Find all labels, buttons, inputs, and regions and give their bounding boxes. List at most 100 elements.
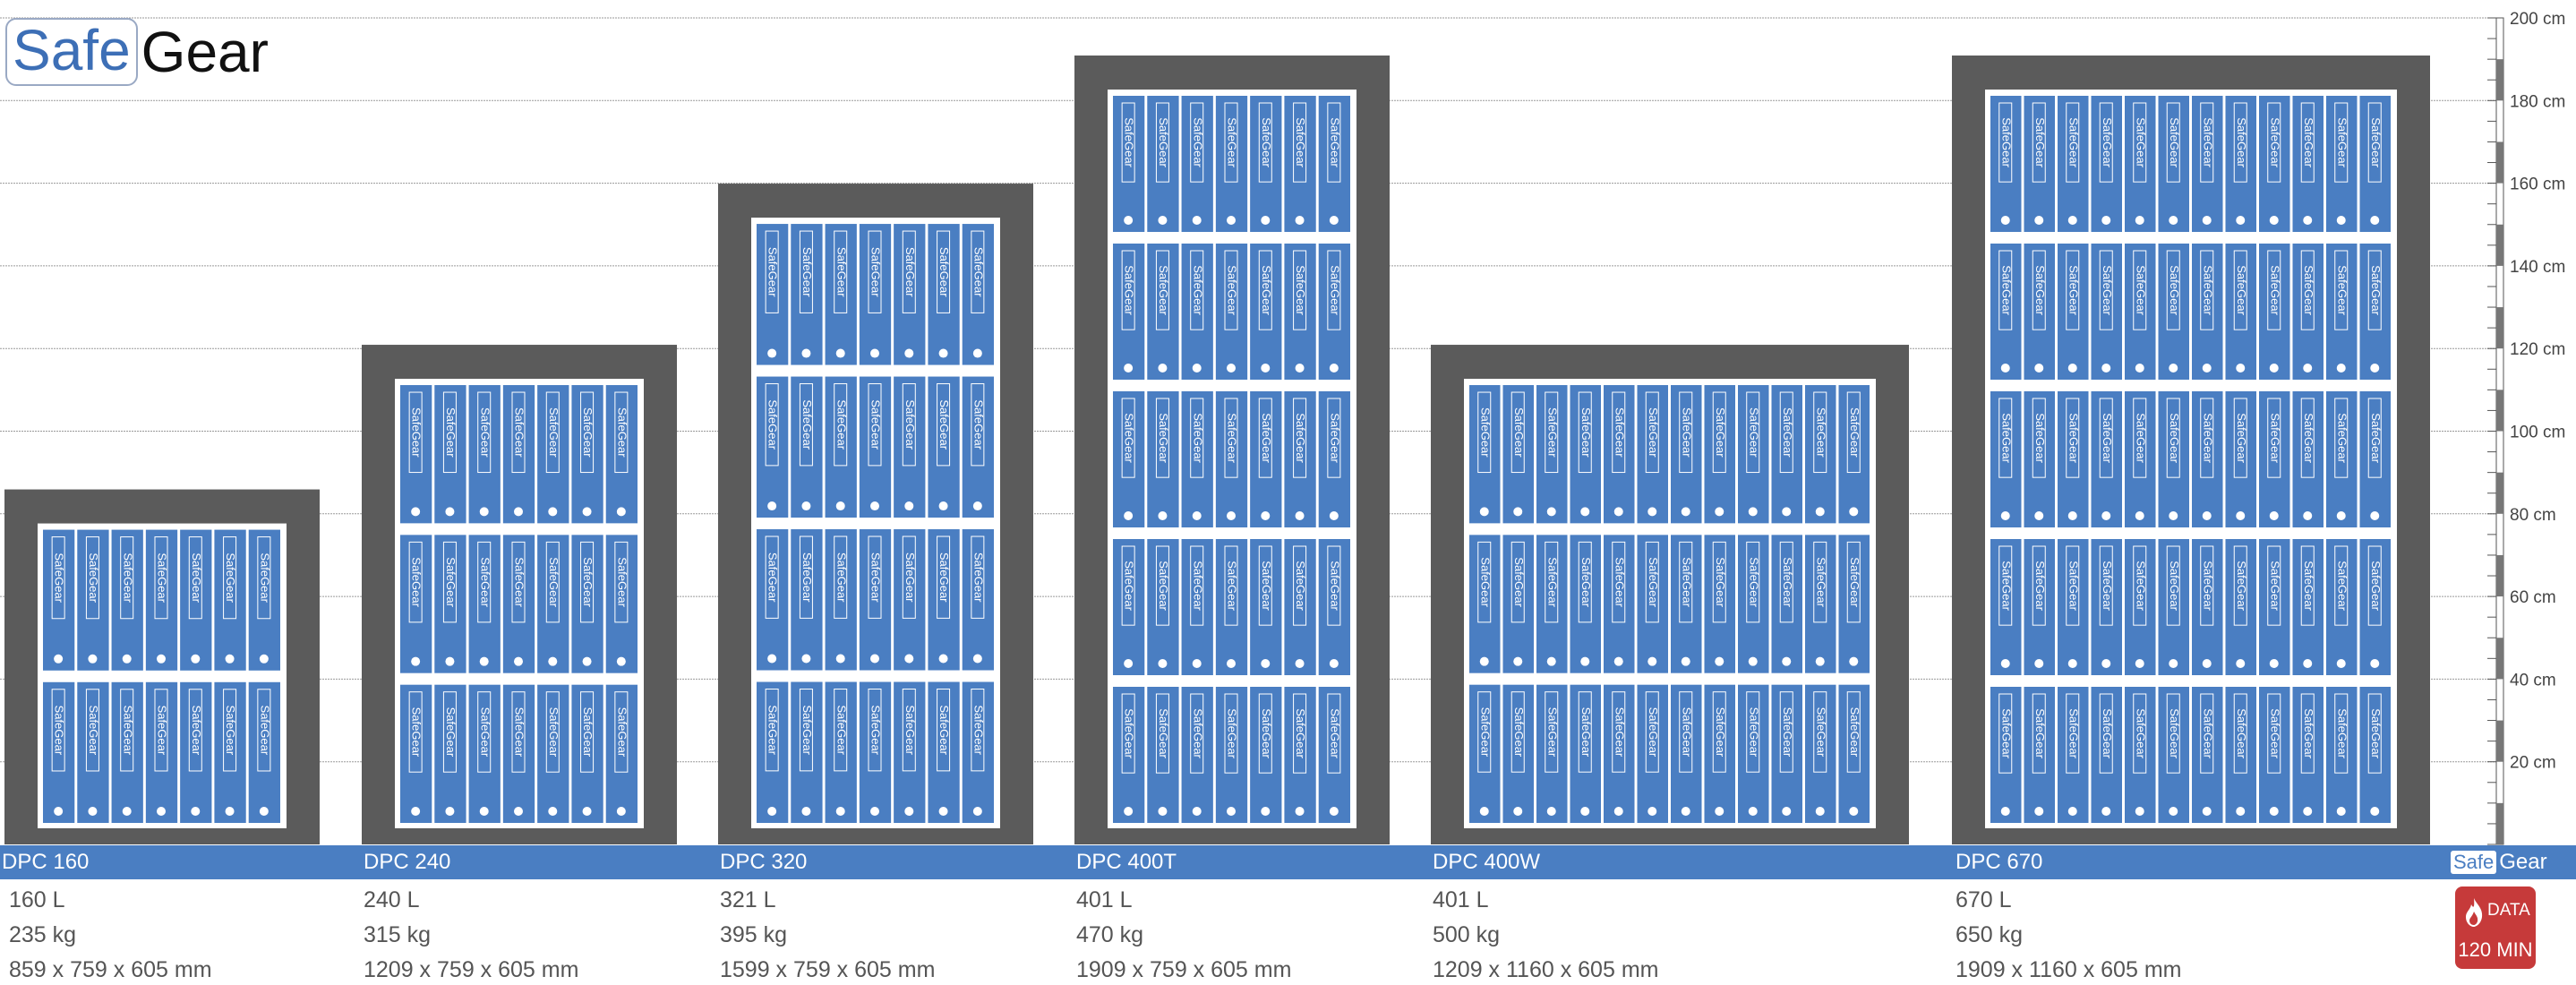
binder-ring-hole bbox=[2135, 807, 2144, 816]
binder-ring-hole bbox=[411, 507, 421, 517]
binder-ring-hole bbox=[259, 654, 269, 664]
binder: SafeGear bbox=[1671, 535, 1702, 673]
binder-label: SafeGear bbox=[1545, 407, 1559, 458]
binder-label-frame bbox=[580, 691, 595, 773]
binder-spine bbox=[791, 681, 823, 823]
band-logo-safe: Safe bbox=[2451, 851, 2497, 874]
binder-label: SafeGear bbox=[2335, 117, 2349, 167]
binder-label: SafeGear bbox=[190, 706, 203, 756]
binder-ring-hole bbox=[2101, 807, 2111, 816]
binder-ring-hole bbox=[2169, 510, 2178, 520]
binder-label-frame bbox=[1258, 102, 1272, 183]
binder-label-frame bbox=[2334, 250, 2349, 330]
binder-label: SafeGear bbox=[2235, 561, 2248, 611]
binder-ring-hole bbox=[1815, 656, 1825, 666]
flame-icon bbox=[2466, 898, 2483, 927]
binder-ring-hole bbox=[904, 348, 914, 358]
binder: SafeGear bbox=[825, 376, 857, 518]
binder-label-frame bbox=[2200, 693, 2214, 774]
binder-label-frame bbox=[2267, 102, 2281, 183]
binder-label: SafeGear bbox=[1747, 407, 1760, 458]
binder-label: SafeGear bbox=[1848, 557, 1861, 607]
binder: SafeGear bbox=[2158, 538, 2189, 675]
binder-label-frame bbox=[188, 689, 202, 772]
binder-label: SafeGear bbox=[903, 247, 917, 297]
binder-label: SafeGear bbox=[1191, 561, 1204, 611]
binder-spine bbox=[2024, 95, 2055, 232]
binder: SafeGear bbox=[1113, 390, 1145, 527]
binder-label: SafeGear bbox=[766, 247, 780, 297]
binder-label: SafeGear bbox=[2067, 708, 2080, 758]
binder: SafeGear bbox=[400, 684, 432, 823]
binder-label: SafeGear bbox=[2302, 117, 2315, 167]
binder-label: SafeGear bbox=[1157, 561, 1170, 611]
binder-label: SafeGear bbox=[903, 705, 917, 755]
binder: SafeGear bbox=[2058, 95, 2089, 232]
brand-logo: Safe Gear bbox=[5, 18, 269, 86]
binder-ring-hole bbox=[1849, 656, 1859, 666]
binder-label-frame bbox=[1645, 541, 1659, 623]
binder-label: SafeGear bbox=[1157, 413, 1170, 463]
model-weight: 470 kg bbox=[1076, 922, 1144, 947]
binder-spine bbox=[605, 385, 638, 524]
binder: SafeGear bbox=[468, 385, 501, 524]
binder: SafeGear bbox=[2125, 243, 2156, 380]
binder-spine bbox=[1113, 390, 1145, 527]
binder-spine bbox=[1671, 684, 1702, 823]
binder-spine bbox=[1147, 686, 1179, 823]
binder-label: SafeGear bbox=[1191, 413, 1204, 463]
binder-ring-hole bbox=[122, 654, 132, 664]
binder-label: SafeGear bbox=[2201, 117, 2214, 167]
binder-spine bbox=[1604, 684, 1635, 823]
binder: SafeGear bbox=[859, 376, 892, 518]
binder-label: SafeGear bbox=[2201, 708, 2214, 758]
binder-ring-hole bbox=[1715, 807, 1724, 816]
binder-label-frame bbox=[1846, 541, 1861, 623]
binder-spine bbox=[1469, 535, 1501, 673]
binder: SafeGear bbox=[2326, 95, 2358, 232]
binder-ring-hole bbox=[157, 807, 166, 816]
binder-label-frame bbox=[2367, 102, 2382, 183]
binder-label: SafeGear bbox=[766, 399, 780, 450]
binder: SafeGear bbox=[1671, 684, 1702, 823]
binder-ring-hole bbox=[1227, 510, 1236, 520]
binder-ring-hole bbox=[1329, 363, 1339, 373]
binder-ring-hole bbox=[479, 656, 489, 666]
binder-label: SafeGear bbox=[1478, 707, 1492, 758]
ruler-tick-label: 100 cm bbox=[2510, 424, 2565, 442]
binder: SafeGear bbox=[468, 535, 501, 673]
binder-spine bbox=[1215, 95, 1248, 232]
ruler-tick-label: 80 cm bbox=[2510, 506, 2556, 525]
binder-label: SafeGear bbox=[1814, 407, 1827, 458]
binder-label: SafeGear bbox=[2235, 117, 2248, 167]
binder-spine bbox=[825, 376, 857, 518]
binder-ring-hole bbox=[1715, 656, 1724, 666]
binder-spine bbox=[1250, 95, 1282, 232]
binder-label: SafeGear bbox=[2101, 708, 2114, 758]
binder: SafeGear bbox=[77, 529, 109, 671]
binder: SafeGear bbox=[1990, 243, 2022, 380]
binder: SafeGear bbox=[537, 385, 569, 524]
binder: SafeGear bbox=[571, 684, 603, 823]
binder: SafeGear bbox=[605, 385, 638, 524]
safe-dpc-400w: SafeGear SafeGear SafeGear SafeGear SafeGear… bbox=[1431, 345, 1909, 844]
binder-ring-hole bbox=[2101, 363, 2111, 373]
binder-spine bbox=[2259, 390, 2290, 527]
binder-ring-hole bbox=[1261, 807, 1271, 816]
binder-ring-hole bbox=[972, 654, 982, 664]
binder-label-frame bbox=[580, 391, 595, 474]
binder-ring-hole bbox=[1124, 658, 1134, 668]
binder-spine bbox=[571, 535, 603, 673]
binder-spine bbox=[1704, 684, 1735, 823]
binder-spine bbox=[2359, 95, 2391, 232]
binder-label: SafeGear bbox=[1328, 117, 1341, 167]
binder-label-frame bbox=[154, 536, 168, 620]
binder-ring-hole bbox=[2034, 215, 2044, 225]
binder-spine bbox=[1318, 390, 1350, 527]
binder-ring-hole bbox=[445, 507, 455, 517]
binder-label-frame bbox=[2300, 398, 2315, 478]
binder-spine bbox=[2125, 390, 2156, 527]
binder-label-frame bbox=[1712, 391, 1726, 474]
binder-ring-hole bbox=[1513, 807, 1523, 816]
